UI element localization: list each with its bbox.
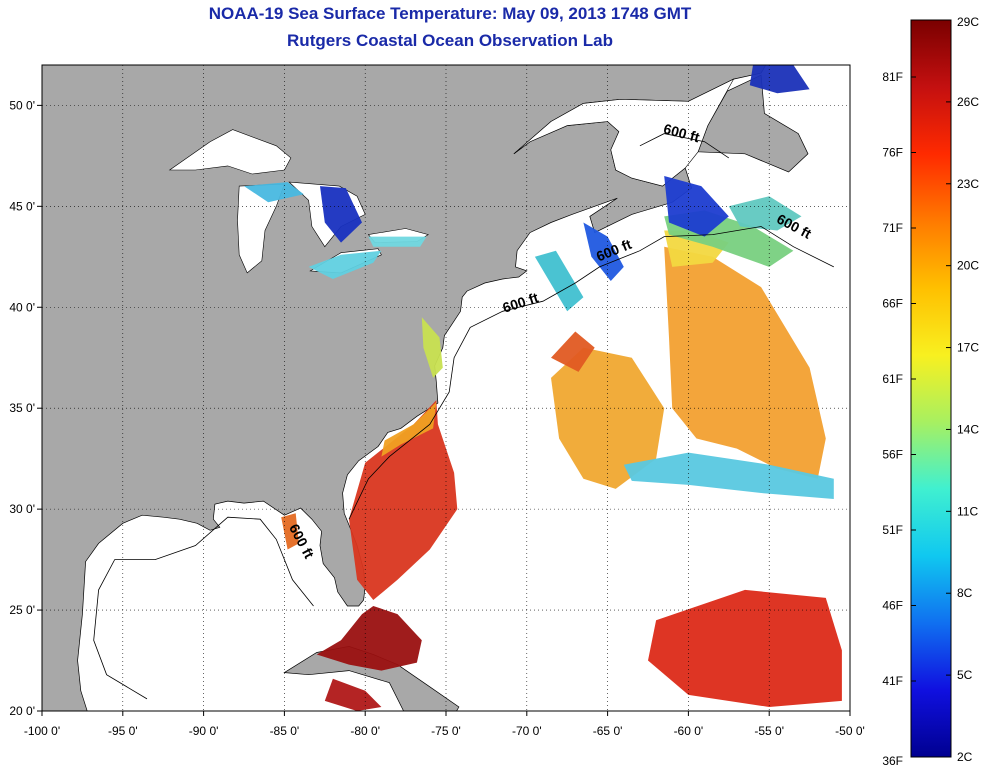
sst-patch-scotian-cyan bbox=[534, 250, 584, 312]
x-tick-label: -75 0' bbox=[431, 724, 461, 738]
x-tick-label: -95 0' bbox=[108, 724, 138, 738]
y-tick-label: 35 0' bbox=[9, 401, 35, 415]
colorbar-label-f: 51F bbox=[882, 523, 903, 537]
gulf-of-st-lawrence bbox=[513, 78, 735, 187]
sst-patch-caribbean-hot bbox=[324, 678, 382, 711]
sst-patch-east-cyan-offshore bbox=[728, 196, 802, 231]
y-tick-label: 50 0' bbox=[9, 98, 35, 112]
colorbar-label-f: 61F bbox=[882, 372, 903, 386]
y-tick-label: 25 0' bbox=[9, 603, 35, 617]
colorbar-label-c: 20C bbox=[957, 259, 979, 273]
map-title: NOAA-19 Sea Surface Temperature: May 09,… bbox=[208, 4, 692, 23]
colorbar-label-c: 11C bbox=[957, 504, 978, 518]
isobath-600ft-gulf-line bbox=[93, 516, 314, 700]
x-tick-label: -60 0' bbox=[674, 724, 704, 738]
colorbar-fahrenheit-labels: 81F 76F 71F 66F 61F 56F 51F 46F 41F 36F bbox=[882, 70, 916, 768]
y-tick-label: 45 0' bbox=[9, 199, 35, 213]
colorbar-label-c: 5C bbox=[957, 668, 973, 682]
sst-patch-south-atlantic-hot bbox=[648, 589, 842, 707]
colorbar-label-c: 23C bbox=[957, 177, 979, 191]
colorbar-label-c: 26C bbox=[957, 95, 979, 109]
x-tick-label: -100 0' bbox=[24, 724, 60, 738]
isobath-600ft-line bbox=[348, 133, 834, 520]
colorbar-label-f: 36F bbox=[882, 754, 903, 768]
map-subtitle: Rutgers Coastal Ocean Observation Lab bbox=[287, 31, 613, 50]
sst-patch-florida-straits-hot bbox=[316, 606, 422, 671]
colorbar-label-f: 41F bbox=[882, 674, 903, 688]
x-tick-label: -55 0' bbox=[754, 724, 784, 738]
map-gridlines bbox=[42, 65, 850, 711]
y-tick-label: 40 0' bbox=[9, 300, 35, 314]
sst-patch-labrador-blue bbox=[749, 65, 810, 94]
sst-patch-lake-ontario-cyan bbox=[368, 236, 427, 247]
sst-patch-gulf-hot-patch bbox=[281, 513, 299, 550]
sst-patch-gulf-stream-edge bbox=[381, 402, 437, 457]
colorbar-label-c: 29C bbox=[957, 15, 979, 29]
sst-patch-east-cyan-band bbox=[623, 452, 834, 499]
sst-patch-mid-atlantic-red-spots bbox=[551, 331, 595, 372]
sst-patch-florida-atlantic-warm bbox=[349, 400, 458, 600]
sst-patch-nova-scotia-blue bbox=[664, 176, 729, 237]
x-tick-label: -50 0' bbox=[835, 724, 865, 738]
colorbar-label-c: 8C bbox=[957, 586, 973, 600]
sst-data-layer bbox=[244, 65, 842, 711]
colorbar-label-c: 14C bbox=[957, 422, 979, 436]
sst-patch-chesapeake-yellow bbox=[421, 317, 443, 378]
y-tick-label: 30 0' bbox=[9, 502, 35, 516]
x-axis-ticks: -100 0' -95 0' -90 0' -85 0' -80 0' -75 0' -70… bbox=[24, 711, 865, 738]
colorbar-label-f: 71F bbox=[882, 221, 903, 235]
colorbar-label-f: 81F bbox=[882, 70, 903, 84]
colorbar-label-f: 76F bbox=[882, 146, 903, 160]
colorbar-label-f: 66F bbox=[882, 297, 903, 311]
y-axis-ticks: 20 0' 25 0' 30 0' 35 0' 40 0' 45 0' 50 0' bbox=[9, 98, 42, 718]
lake-superior bbox=[168, 129, 292, 175]
y-tick-label: 20 0' bbox=[9, 704, 35, 718]
x-tick-label: -80 0' bbox=[350, 724, 380, 738]
sst-patch-lake-erie-cyan bbox=[308, 250, 382, 279]
sst-patch-mid-atlantic-orange bbox=[551, 347, 665, 489]
colorbar-celsius-labels: 29C 26C 23C 20C 17C 14C 11C 8C 5C 2C bbox=[946, 15, 979, 764]
colorbar-gradient bbox=[910, 19, 952, 758]
colorbar-label-f: 46F bbox=[882, 599, 903, 613]
colorbar-label-c: 2C bbox=[957, 750, 973, 764]
sst-patch-lake-michigan-cyan bbox=[244, 182, 304, 203]
colorbar-label-c: 17C bbox=[957, 341, 979, 355]
sst-patch-east-orange-large bbox=[664, 246, 826, 479]
x-tick-label: -85 0' bbox=[270, 724, 300, 738]
x-tick-label: -70 0' bbox=[512, 724, 542, 738]
sst-patch-georges-bank-blue bbox=[583, 222, 624, 281]
colorbar-label-f: 56F bbox=[882, 448, 903, 462]
x-tick-label: -90 0' bbox=[189, 724, 219, 738]
sst-patch-lake-huron-blue bbox=[320, 186, 362, 243]
x-tick-label: -65 0' bbox=[593, 724, 623, 738]
